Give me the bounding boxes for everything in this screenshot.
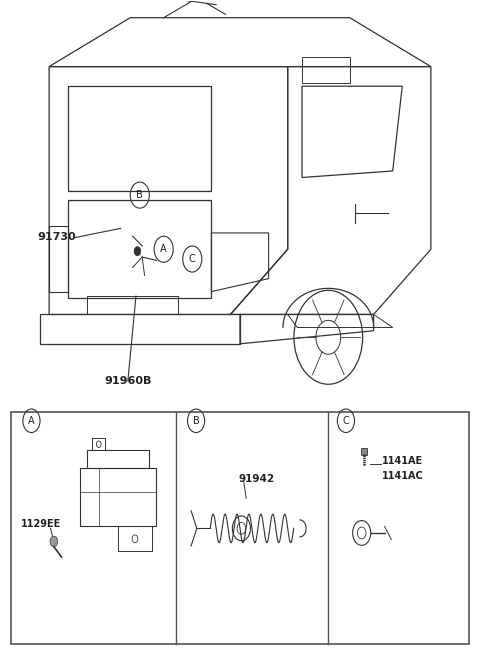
Text: 91730: 91730: [37, 233, 76, 242]
Text: A: A: [28, 416, 35, 426]
Text: C: C: [189, 254, 196, 264]
Text: A: A: [160, 244, 167, 254]
Text: 91942: 91942: [239, 474, 275, 484]
Text: B: B: [193, 416, 200, 426]
Text: B: B: [136, 190, 143, 200]
Text: 1141AC: 1141AC: [382, 471, 424, 481]
Text: 1141AE: 1141AE: [382, 456, 423, 466]
Polygon shape: [361, 447, 367, 455]
Circle shape: [134, 247, 141, 255]
Text: 1129EE: 1129EE: [22, 519, 62, 529]
Text: C: C: [343, 416, 349, 426]
Text: 91960B: 91960B: [104, 376, 151, 386]
Circle shape: [50, 536, 58, 547]
